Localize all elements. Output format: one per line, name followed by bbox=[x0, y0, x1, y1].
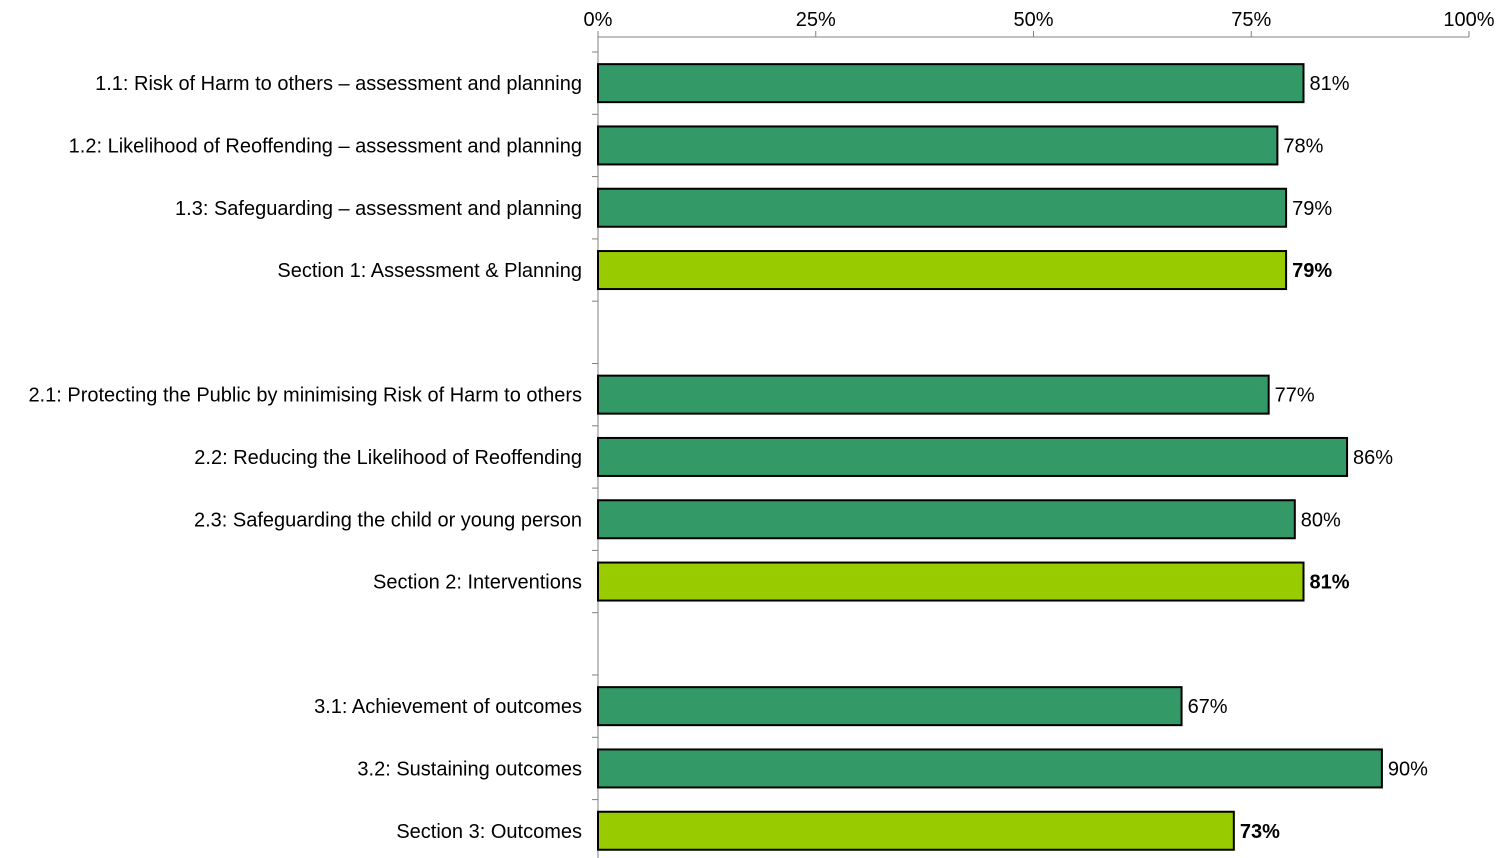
bar bbox=[597, 748, 1383, 789]
bar bbox=[597, 125, 1279, 166]
x-tick-label: 75% bbox=[1231, 9, 1271, 31]
data-label: 90% bbox=[1388, 758, 1428, 780]
bar bbox=[597, 63, 1305, 104]
category-label: 2.1: Protecting the Public by minimising… bbox=[28, 385, 582, 407]
bar bbox=[597, 499, 1296, 540]
x-axis-ticks: 0% 25% 50% 75% 100% bbox=[584, 9, 1495, 37]
data-label: 79% bbox=[1292, 260, 1332, 282]
section-bar bbox=[597, 810, 1235, 851]
category-label: Section 2: Interventions bbox=[373, 572, 582, 594]
category-label: 1.1: Risk of Harm to others – assessment… bbox=[95, 73, 582, 95]
x-tick-label: 25% bbox=[796, 9, 836, 31]
category-label: 1.3: Safeguarding – assessment and plann… bbox=[175, 198, 582, 220]
x-tick-label: 0% bbox=[584, 9, 613, 31]
category-label: 2.3: Safeguarding the child or young per… bbox=[194, 509, 582, 531]
category-labels: 1.1: Risk of Harm to others – assessment… bbox=[28, 73, 582, 843]
category-label: 1.2: Likelihood of Reoffending – assessm… bbox=[69, 135, 582, 157]
section-bar bbox=[597, 250, 1288, 291]
bar bbox=[597, 436, 1349, 477]
data-label: 86% bbox=[1353, 447, 1393, 469]
category-label: 3.2: Sustaining outcomes bbox=[357, 758, 582, 780]
data-label: 78% bbox=[1283, 135, 1323, 157]
category-label: Section 3: Outcomes bbox=[396, 821, 582, 843]
section-bar bbox=[597, 561, 1305, 602]
data-label: 67% bbox=[1188, 696, 1228, 718]
data-label: 79% bbox=[1292, 198, 1332, 220]
bar bbox=[597, 374, 1270, 415]
bar bbox=[597, 686, 1183, 727]
data-label: 81% bbox=[1310, 73, 1350, 95]
data-label: 81% bbox=[1310, 572, 1350, 594]
category-label: Section 1: Assessment & Planning bbox=[277, 260, 582, 282]
bar bbox=[597, 187, 1288, 228]
data-label: 80% bbox=[1301, 509, 1341, 531]
data-labels: 81% 78% 79% 79% 77% 86% 80% 81% 67% 90% 73% bbox=[1188, 73, 1429, 843]
category-label: 3.1: Achievement of outcomes bbox=[314, 696, 582, 718]
x-tick-label: 50% bbox=[1013, 9, 1053, 31]
category-label: 2.2: Reducing the Likelihood of Reoffend… bbox=[194, 447, 582, 469]
data-label: 77% bbox=[1275, 385, 1315, 407]
bars bbox=[597, 63, 1383, 851]
data-label: 73% bbox=[1240, 821, 1280, 843]
x-tick-label: 100% bbox=[1443, 9, 1494, 31]
